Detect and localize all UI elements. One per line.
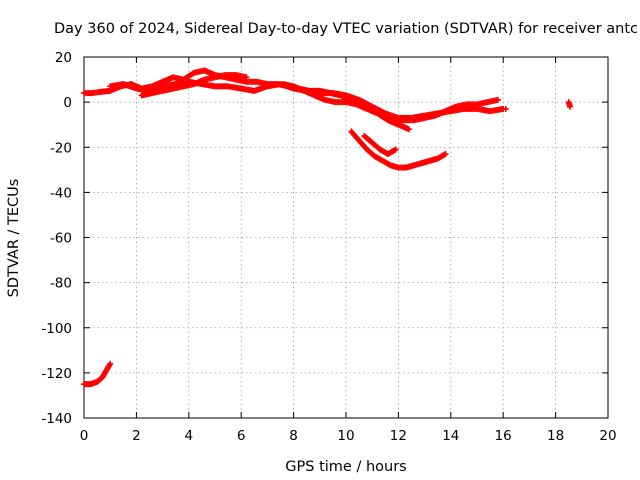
x-tick-label: 8	[289, 428, 298, 444]
series-trace-g	[81, 360, 114, 388]
series-trace-f	[361, 132, 399, 158]
data-point	[494, 96, 501, 103]
x-tick-label: 6	[237, 428, 246, 444]
y-axis-label: SDTVAR / TECUs	[6, 179, 22, 298]
data-point	[405, 126, 412, 133]
y-tick-label: 0	[63, 95, 72, 111]
x-tick-label: 4	[185, 428, 194, 444]
y-tick-label: -60	[50, 231, 72, 247]
y-tick-label: -80	[50, 276, 72, 292]
x-tick-label: 12	[390, 428, 407, 444]
data-point	[442, 151, 449, 158]
x-axis-label: GPS time / hours	[285, 459, 406, 475]
x-tick-label: 2	[132, 428, 141, 444]
grid-lines	[84, 57, 608, 418]
x-tick-label: 10	[337, 428, 354, 444]
y-tick-label: 20	[55, 50, 72, 66]
series-trace-e	[348, 128, 449, 171]
series-trace-h	[502, 105, 509, 112]
y-tick-label: -40	[50, 185, 72, 201]
data-point	[502, 105, 509, 112]
x-tick-label: 16	[495, 428, 512, 444]
x-tick-label: 0	[80, 428, 89, 444]
y-tick-label: -120	[41, 366, 72, 382]
x-tick-label: 20	[599, 428, 616, 444]
x-tick-label: 14	[442, 428, 459, 444]
data-point	[392, 146, 399, 153]
y-tick-label: -20	[50, 140, 72, 156]
y-tick-label: -100	[41, 321, 72, 337]
x-tick-label: 18	[547, 428, 564, 444]
data-point	[107, 360, 114, 367]
chart-title: Day 360 of 2024, Sidereal Day-to-day VTE…	[54, 21, 638, 37]
x-axis-ticks: 0 2 4 6 8 10 12 14 16 18 20	[80, 57, 617, 444]
series-trace-i	[565, 99, 574, 110]
y-tick-label: -140	[41, 411, 72, 427]
series-trace-d	[280, 81, 412, 133]
data-point	[243, 74, 250, 81]
data-points	[81, 67, 574, 388]
data-point	[567, 103, 574, 110]
series-trace-b	[107, 78, 507, 121]
series-trace-c	[138, 72, 250, 99]
y-axis-ticks: 20 0 -20 -40 -60 -80 -100 -120 -140	[41, 50, 608, 427]
